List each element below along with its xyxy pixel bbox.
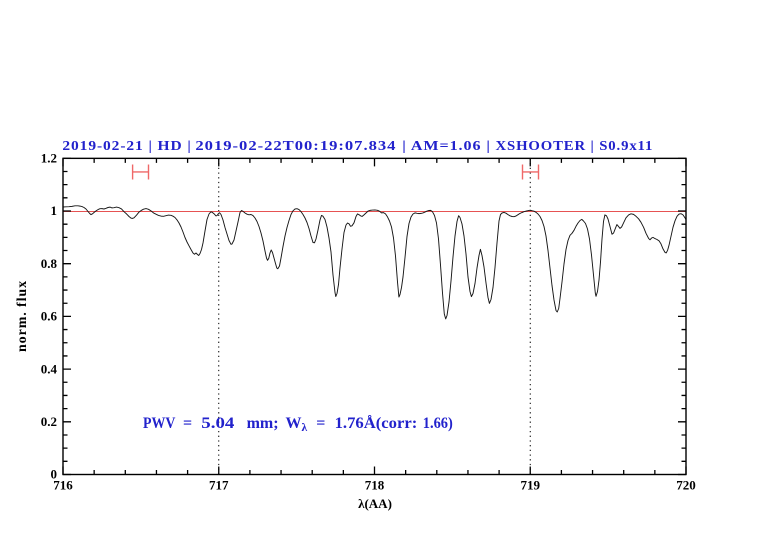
svg-text:| AM=1.06 |: | AM=1.06 | <box>402 139 491 154</box>
svg-text:norm. flux: norm. flux <box>15 280 30 352</box>
svg-text:λ(AA): λ(AA) <box>358 496 392 511</box>
svg-text:1.66): 1.66) <box>423 414 453 432</box>
svg-text:720: 720 <box>676 478 696 493</box>
svg-text:2019-02-22T00:19:07.834: 2019-02-22T00:19:07.834 <box>195 138 396 153</box>
svg-text:1.2: 1.2 <box>41 151 57 166</box>
svg-text:716: 716 <box>53 478 73 493</box>
svg-text:mm;: mm; <box>247 415 279 432</box>
svg-text:0.8: 0.8 <box>41 256 58 271</box>
svg-text:=: = <box>316 415 325 432</box>
svg-text:1.76Å(corr:: 1.76Å(corr: <box>335 413 418 432</box>
svg-text:0: 0 <box>51 467 58 482</box>
svg-text:0.2: 0.2 <box>41 414 57 429</box>
svg-text:=: = <box>183 415 192 432</box>
svg-text:5.04: 5.04 <box>201 413 234 431</box>
svg-text:717: 717 <box>209 478 229 493</box>
svg-text:719: 719 <box>521 478 541 493</box>
svg-text:1: 1 <box>51 203 58 218</box>
svg-text:0.6: 0.6 <box>41 309 58 324</box>
svg-text:PWV: PWV <box>143 415 176 432</box>
svg-text:718: 718 <box>365 478 385 493</box>
svg-text:0.4: 0.4 <box>41 361 58 376</box>
svg-text:2019-02-21 | HD |: 2019-02-21 | HD | <box>62 138 191 153</box>
svg-text:XSHOOTER | S0.9x11: XSHOOTER | S0.9x11 <box>496 138 654 154</box>
